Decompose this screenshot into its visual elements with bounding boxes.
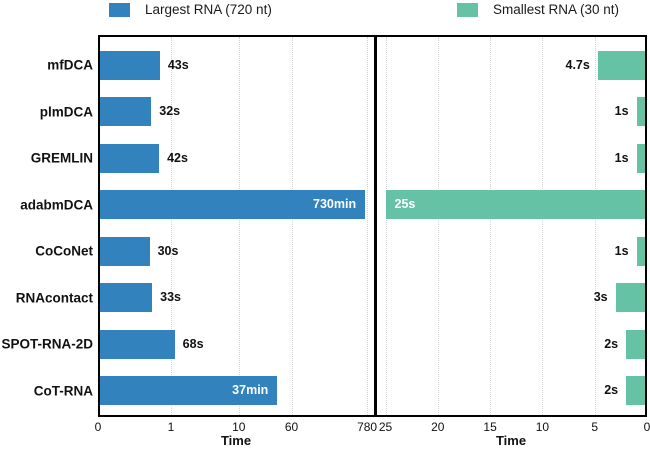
x-tick-right-0: 0 — [643, 420, 650, 434]
bar-largest-adabmDCA — [98, 190, 366, 220]
plot-frame — [98, 35, 647, 417]
bar-smallest-SPOT-RNA-2D — [626, 329, 647, 359]
category-label-CoCoNet: CoCoNet — [35, 243, 93, 259]
bar-value-smallest-CoCoNet: 1s — [614, 243, 629, 258]
category-label-RNAcontact: RNAcontact — [15, 290, 93, 306]
bar-largest-plmDCA — [98, 97, 152, 127]
legend-label-largest-rna: Largest RNA (720 nt) — [145, 2, 272, 17]
x-tick-right-25: 25 — [378, 420, 393, 434]
x-tick-right-15: 15 — [483, 420, 497, 434]
bar-value-largest-mfDCA: 43s — [167, 57, 189, 72]
bar-smallest-CoT-RNA — [626, 376, 647, 406]
x-tick-left-0: 0 — [94, 420, 102, 434]
grid-line-right-25 — [385, 37, 387, 415]
category-label-SPOT-RNA-2D: SPOT-RNA-2D — [1, 336, 93, 352]
panel-divider — [373, 35, 377, 417]
category-label-adabmDCA: adabmDCA — [20, 197, 93, 213]
bar-smallest-RNAcontact — [615, 283, 647, 313]
bar-largest-RNAcontact — [98, 283, 153, 313]
bar-value-largest-SPOT-RNA-2D: 68s — [182, 336, 204, 351]
right-axis-title: Time — [495, 433, 527, 448]
grid-line-left-780 — [367, 37, 369, 415]
x-tick-right-10: 10 — [535, 420, 550, 434]
grid-line-left-10 — [238, 37, 240, 415]
bar-value-largest-CoCoNet: 30s — [157, 243, 179, 258]
bar-largest-SPOT-RNA-2D — [98, 329, 175, 359]
bar-value-largest-adabmDCA: 730min — [313, 197, 357, 212]
grid-line-left-1 — [171, 37, 172, 415]
x-tick-left-10: 10 — [232, 420, 246, 434]
x-tick-right-20: 20 — [431, 420, 445, 434]
bar-value-smallest-plmDCA: 1s — [614, 104, 629, 119]
bar-value-largest-plmDCA: 32s — [159, 104, 181, 119]
grid-line-right-15 — [490, 37, 492, 415]
left-axis-title: Time — [220, 433, 252, 448]
bar-largest-CoCoNet — [98, 236, 150, 266]
x-tick-left-1: 1 — [167, 420, 175, 434]
grid-line-right-20 — [437, 37, 439, 415]
bar-value-largest-GREMLIN: 42s — [167, 150, 188, 165]
bar-value-smallest-GREMLIN: 1s — [614, 150, 629, 165]
x-tick-left-780: 780 — [357, 420, 378, 434]
bar-value-smallest-RNAcontact: 3s — [593, 290, 608, 305]
bar-largest-GREMLIN — [98, 143, 160, 173]
bar-value-largest-CoT-RNA: 37min — [232, 383, 269, 398]
bar-largest-CoT-RNA — [98, 376, 278, 406]
legend-label-smallest-rna: Smallest RNA (30 nt) — [493, 2, 620, 17]
bar-smallest-plmDCA — [636, 97, 647, 127]
x-tick-right-5: 5 — [591, 420, 599, 434]
grid-line-left-60 — [291, 37, 293, 415]
category-label-mfDCA: mfDCA — [47, 57, 93, 73]
legend-item-largest-rna: Largest RNA (720 nt) — [109, 2, 272, 17]
x-tick-left-60: 60 — [284, 420, 299, 434]
category-label-GREMLIN: GREMLIN — [30, 150, 93, 166]
category-label-CoT-RNA: CoT-RNA — [33, 383, 93, 399]
bar-smallest-GREMLIN — [636, 143, 647, 173]
bar-value-smallest-SPOT-RNA-2D: 2s — [604, 336, 619, 351]
grid-line-right-10 — [542, 37, 544, 415]
bar-largest-mfDCA — [98, 50, 160, 80]
legend-swatch-smallest-rna — [457, 2, 478, 17]
bar-value-smallest-CoT-RNA: 2s — [604, 383, 619, 398]
legend-swatch-largest-rna — [109, 2, 130, 17]
legend-item-smallest-rna: Smallest RNA (30 nt) — [457, 2, 619, 17]
grid-line-right-5 — [594, 37, 596, 415]
bar-smallest-CoCoNet — [636, 236, 647, 266]
bar-value-largest-RNAcontact: 33s — [160, 290, 181, 305]
bar-smallest-adabmDCA — [385, 190, 647, 220]
bar-value-smallest-adabmDCA: 25s — [394, 197, 416, 212]
category-label-plmDCA: plmDCA — [39, 104, 93, 120]
bar-value-smallest-mfDCA: 4.7s — [565, 57, 590, 72]
bar-smallest-mfDCA — [597, 50, 647, 80]
